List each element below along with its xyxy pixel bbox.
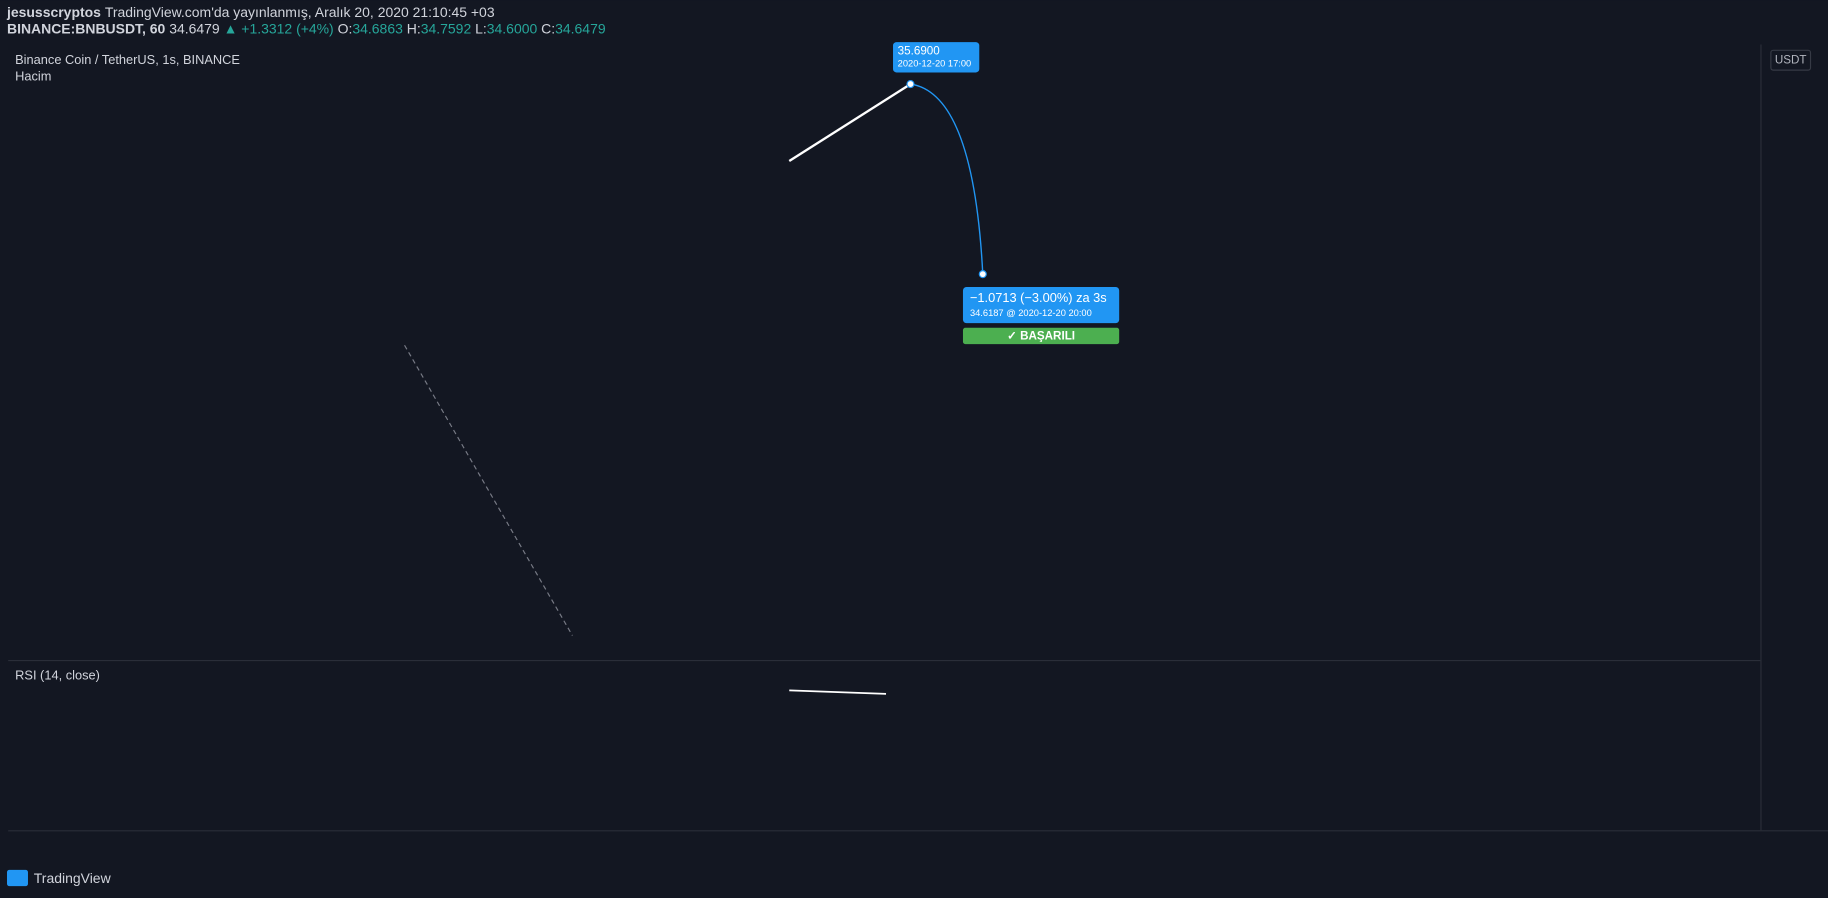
annotation-box	[893, 42, 980, 73]
annotation-peak: 35.6900 2020-12-20 17:00	[893, 42, 980, 89]
symbol-line: BINANCE:BNBUSDT, 60 34.6479 ▲ +1.3312 (+…	[7, 20, 606, 36]
pane-title: Binance Coin / TetherUS, 1s, BINANCE	[15, 52, 240, 67]
ohlc-key: L:	[475, 20, 487, 36]
volume-title: Hacim	[15, 68, 51, 83]
ohlc-value: 34.7592	[421, 20, 472, 36]
dashed-line	[404, 344, 573, 636]
peak-time: 2020-12-20 17:00	[898, 59, 972, 69]
symbol: BINANCE:BNBUSDT, 60	[7, 20, 166, 36]
anchor	[906, 80, 915, 89]
ohlc-key: O:	[338, 20, 353, 36]
drawings	[404, 83, 984, 636]
measure: −1.0713 (−3.00%) za 3s	[970, 290, 1107, 305]
peak-price: 35.6900	[898, 45, 941, 58]
header-line: jesusscryptos TradingView.com'da yayınla…	[6, 4, 495, 20]
anchor	[978, 270, 987, 279]
rsi-title: RSI (14, close)	[15, 668, 100, 683]
trend-line	[788, 83, 912, 163]
ohlc-value: 34.6479	[555, 20, 606, 36]
ohlc-key: H:	[407, 20, 421, 36]
logo	[6, 869, 28, 887]
rsi-trend-line	[789, 689, 887, 695]
rsi-pane	[789, 689, 887, 695]
status-box	[962, 327, 1120, 345]
annotation-box	[962, 286, 1120, 324]
measure-detail: 34.6187 @ 2020-12-20 20:00	[970, 308, 1092, 318]
ohlc-value: 34.6863	[352, 20, 403, 36]
annotation-measure: −1.0713 (−3.00%) za 3s 34.6187 @ 2020-12…	[962, 270, 1120, 345]
projection-curve	[910, 83, 984, 275]
ohlc-key: C:	[541, 20, 555, 36]
ohlc-value: 34.6000	[487, 20, 538, 36]
change: ▲ +1.3312 (+4%)	[224, 20, 334, 36]
currency-box[interactable]	[1770, 49, 1812, 71]
brand: TradingView	[34, 870, 112, 886]
author: jesusscryptos	[6, 4, 101, 20]
published: TradingView.com'da yayınlanmış, Aralık 2…	[105, 4, 495, 20]
status: ✓ BAŞARILI	[1007, 330, 1075, 343]
currency: USDT	[1775, 53, 1807, 66]
last: 34.6479	[169, 20, 220, 36]
